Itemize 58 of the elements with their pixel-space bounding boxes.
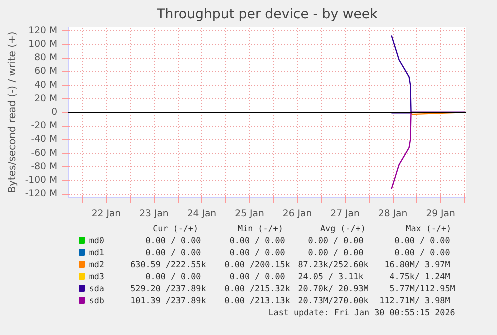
chart-title: Throughput per device - by week [156, 8, 378, 22]
text: 101.39 /237.89k [130, 296, 206, 306]
text: 0.00 / 0.00 [146, 236, 202, 246]
text: 0.00 / 0.00 [230, 272, 286, 282]
x-tick-label: 22 Jan [92, 208, 122, 220]
text: Cur (-/+) [153, 224, 199, 234]
y-tick-label: 20 M [34, 93, 58, 104]
text: 24.05 / 3.11k [298, 272, 364, 282]
x-tick-label: 29 Jan [426, 208, 456, 220]
x-tick-label: 23 Jan [140, 208, 169, 220]
text: 16.80M/ 3.97M [384, 260, 450, 270]
text: 5.77M/112.95M [390, 284, 456, 294]
text: 87.23k/252.60k [298, 260, 369, 270]
text: 0.00 / 0.00 [394, 236, 450, 246]
text: 112.71M/ 3.98M [380, 296, 450, 306]
y-tick-label: 100 M [28, 39, 58, 50]
y-axis-title: Bytes/second read (-) / write (+) [7, 32, 18, 194]
text: 0.00 / 0.00 [308, 248, 364, 258]
text: 529.20 /237.89k [130, 284, 206, 294]
y-tick-label: -20 M [31, 120, 58, 132]
text: Max (-/+) [406, 224, 452, 234]
y-tick-label: -60 M [31, 148, 58, 159]
y-tick-label: -100 M [25, 175, 58, 186]
legend-label: md3 [89, 272, 104, 282]
text: 0.00 / 0.00 [308, 236, 364, 246]
x-tick-label: 24 Jan [187, 208, 217, 220]
legend-label: md0 [89, 236, 104, 246]
y-tick-label: 60 M [34, 66, 58, 78]
text: 0.00 / 0.00 [394, 248, 450, 258]
text: 0.00 /215.32k [224, 284, 290, 294]
y-tick-label: 80 M [34, 52, 58, 64]
x-tick-label: 26 Jan [282, 208, 312, 220]
text: 4.75k/ 1.24M [390, 272, 450, 282]
text: 0.00 /213.13k [224, 296, 290, 306]
legend-label: md1 [89, 248, 104, 258]
text: 0.00 /200.15k [224, 260, 290, 270]
legend-label: sda [89, 284, 104, 294]
y-tick-label: -120 M [25, 188, 58, 200]
text: 0.00 / 0.00 [230, 236, 286, 246]
x-tick-label: 28 Jan [378, 208, 408, 220]
text: 0.00 / 0.00 [146, 248, 202, 258]
y-tick-label: 40 M [34, 80, 58, 91]
y-tick-label: -80 M [31, 161, 58, 172]
text: 20.73M/270.00k [298, 296, 369, 306]
text: 630.59 /222.55k [130, 260, 206, 270]
y-tick-label: -40 M [31, 134, 58, 146]
legend-label: md2 [89, 260, 104, 270]
text: 0.00 / 0.00 [146, 272, 202, 282]
text: 0.00 / 0.00 [230, 248, 286, 258]
x-tick-label: 27 Jan [330, 208, 360, 220]
text: Last update: Fri Jan 30 00:55:15 2026 [268, 308, 456, 318]
y-tick-label: 0 [52, 107, 58, 118]
text: Avg (-/+) [320, 224, 366, 234]
text: Min (-/+) [238, 224, 284, 234]
text: 20.70k/ 20.93M [298, 284, 369, 294]
legend-label: sdb [89, 296, 104, 306]
y-tick-label: 120 M [28, 25, 58, 36]
x-tick-label: 25 Jan [235, 208, 264, 220]
